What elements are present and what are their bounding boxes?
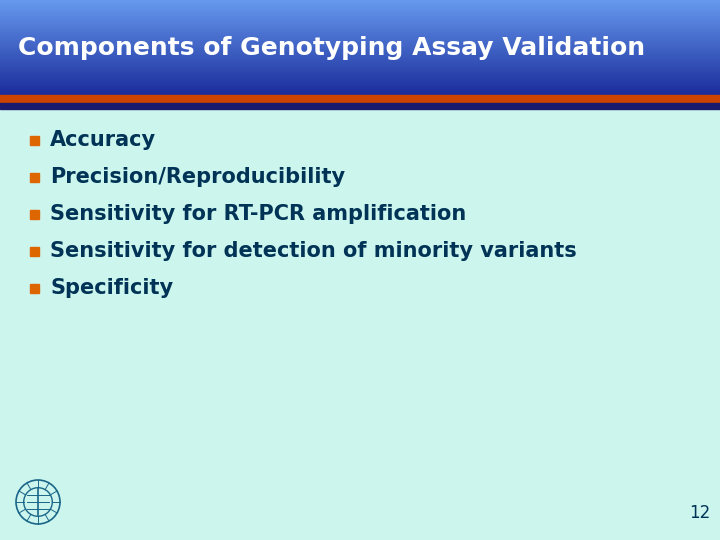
Bar [0,17,720,19]
Bar [0,60,720,62]
Text: Components of Genotyping Assay Validation: Components of Genotyping Assay Validatio… [18,36,645,59]
Bar [0,2,720,3]
Bar [0,58,720,60]
Bar [0,32,720,33]
Bar [0,73,720,75]
Text: Specificity: Specificity [50,278,173,298]
Bar [0,24,720,25]
Bar [0,39,720,41]
Bar [30,136,39,145]
Text: Sensitivity for RT-PCR amplification: Sensitivity for RT-PCR amplification [50,204,467,224]
Bar [30,210,39,219]
Bar [0,87,720,89]
Bar [30,246,39,255]
Bar [0,27,720,29]
Bar [0,38,720,39]
Bar [0,103,720,109]
Bar [0,33,720,35]
Bar [0,66,720,68]
Bar [0,22,720,24]
Bar [0,11,720,12]
Bar [30,284,39,293]
Bar [0,63,720,65]
Bar [0,48,720,49]
Bar [0,43,720,44]
Bar [0,71,720,73]
Bar [0,93,720,95]
Bar [0,89,720,90]
Bar [0,8,720,10]
Bar [0,95,720,103]
Text: 12: 12 [689,504,710,522]
Bar [0,14,720,16]
Bar [0,44,720,46]
Text: Precision/Reproducibility: Precision/Reproducibility [50,167,345,187]
Bar [0,0,720,2]
Bar [0,21,720,22]
Bar [0,84,720,85]
Bar [0,36,720,38]
Bar [0,78,720,79]
Bar [0,30,720,32]
Bar [0,75,720,76]
Bar [30,172,39,181]
Bar [0,52,720,54]
Bar [0,57,720,58]
Bar [0,68,720,70]
Bar [0,25,720,27]
Bar [0,6,720,8]
Bar [0,10,720,11]
Text: Sensitivity for detection of minority variants: Sensitivity for detection of minority va… [50,241,577,261]
Bar [0,35,720,36]
Bar [0,41,720,43]
Bar [0,51,720,52]
Bar [0,49,720,51]
Bar [0,3,720,5]
Bar [0,54,720,56]
Bar [0,46,720,48]
Bar [0,29,720,30]
Bar [0,76,720,78]
Bar [0,85,720,87]
Bar [0,70,720,71]
Bar [0,12,720,14]
Bar [0,81,720,82]
Bar [0,5,720,6]
Bar [0,92,720,93]
Bar [0,82,720,84]
Bar [0,65,720,66]
Bar [0,16,720,17]
Bar [0,56,720,57]
Text: Accuracy: Accuracy [50,130,156,150]
Bar [0,79,720,81]
Bar [0,19,720,21]
Bar [0,90,720,92]
Bar [0,62,720,63]
